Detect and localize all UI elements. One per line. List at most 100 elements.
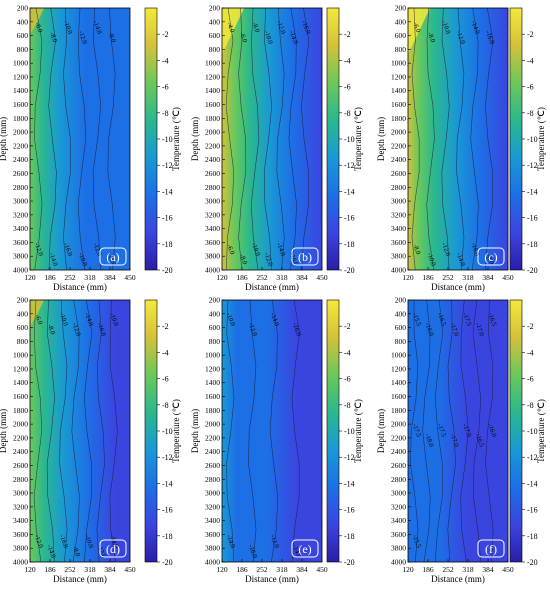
contour-label: -10.0 <box>426 252 437 267</box>
contour-line <box>447 299 456 563</box>
y-tick-label: 3200 <box>205 502 220 511</box>
x-tick-label: 252 <box>256 565 268 574</box>
colorbar-label: Temperature (℃) <box>353 399 363 463</box>
contour-line <box>107 7 116 271</box>
y-tick-label: 2600 <box>205 169 220 178</box>
y-tick-label: 1600 <box>205 100 220 109</box>
colorbar-tick-label: -2 <box>344 322 351 331</box>
contour-label: -14.0 <box>455 252 466 267</box>
colorbar-tick-label: -14 <box>162 187 173 196</box>
contour-label: -10.0 <box>77 252 88 267</box>
y-tick-label: 2000 <box>13 420 28 429</box>
panel-label: (a) <box>106 250 119 264</box>
contour-line <box>291 299 300 563</box>
y-axis-label: Depth (mm) <box>376 409 386 453</box>
colorbar-tick-label: -18 <box>344 532 355 541</box>
contour-label: -14.0 <box>269 312 280 327</box>
x-tick-label: 318 <box>276 565 288 574</box>
colorbar-label: Temperature (℃) <box>171 399 181 463</box>
temperature-field <box>30 300 130 562</box>
y-tick-label: 200 <box>17 4 29 13</box>
y-tick-label: 4000 <box>205 558 220 567</box>
y-tick-label: 200 <box>395 296 407 305</box>
y-tick-label: 2200 <box>205 433 220 442</box>
y-tick-label: 2600 <box>391 461 406 470</box>
panel: -4.0-6.0-8.0-10.0-12.0-14.0-16.0-6.0-8.0… <box>190 4 363 293</box>
contour-label: -8.0 <box>250 21 260 33</box>
colorbar-tick-label: -2 <box>162 30 169 39</box>
x-axis-label: Distance (mm) <box>53 574 107 584</box>
y-tick-label: 2000 <box>391 128 406 137</box>
y-tick-label: 1200 <box>13 364 28 373</box>
y-tick-label: 600 <box>395 323 407 332</box>
panel-label-box <box>477 539 505 558</box>
colorbar-tick-label: -10 <box>344 135 355 144</box>
colorbar-tick-label: -4 <box>344 348 351 357</box>
y-tick-label: 1000 <box>391 351 406 360</box>
y-tick-label: 2000 <box>205 128 220 137</box>
y-tick-label: 200 <box>209 4 221 13</box>
contour-label: -16.0 <box>106 252 117 267</box>
colorbar-tick-label: -6 <box>344 375 351 384</box>
colorbar-tick-label: -8 <box>344 109 351 118</box>
y-tick-label: 2000 <box>13 128 28 137</box>
contour-label: -6.0 <box>225 243 235 255</box>
colorbar-tick-label: -10 <box>162 427 173 436</box>
y-tick-label: 3600 <box>205 530 220 539</box>
contour-line <box>92 7 102 271</box>
y-tick-label: 400 <box>209 17 221 26</box>
y-tick-label: 1400 <box>13 86 28 95</box>
y-axis-label: Depth (mm) <box>190 117 200 161</box>
contour-label: -10.0 <box>263 30 274 45</box>
colorbar-tick-label: -8 <box>162 109 169 118</box>
temperature-field <box>30 8 130 270</box>
y-tick-label: 3400 <box>13 516 28 525</box>
colorbar-tick-label: -4 <box>162 348 169 357</box>
colorbar-tick-label: -10 <box>527 427 538 436</box>
y-tick-label: 3200 <box>391 210 406 219</box>
colorbar-tick-label: -20 <box>344 558 355 567</box>
y-tick-label: 2400 <box>13 155 28 164</box>
plot-frame <box>29 299 131 563</box>
colorbar-tick-label: -12 <box>162 161 173 170</box>
x-tick-label: 252 <box>442 273 454 282</box>
y-tick-label: 800 <box>209 45 221 54</box>
y-tick-label: 1400 <box>205 378 220 387</box>
y-tick-label: 3600 <box>205 238 220 247</box>
panel-label-box <box>99 247 127 266</box>
contour-label: -12.0 <box>92 242 103 257</box>
contour-line <box>226 299 235 563</box>
x-tick-label: 450 <box>316 565 328 574</box>
y-tick-label: 800 <box>17 337 29 346</box>
y-tick-label: 3000 <box>391 489 406 498</box>
y-tick-label: 3600 <box>13 530 28 539</box>
y-tick-label: 2600 <box>13 169 28 178</box>
y-tick-label: 1800 <box>13 114 28 123</box>
contour-line <box>248 299 257 563</box>
contour-label: -6.0 <box>33 313 43 325</box>
y-tick-label: 2200 <box>205 141 220 150</box>
contour-line <box>263 7 273 271</box>
contour-line <box>422 299 431 563</box>
contour-line <box>434 299 444 563</box>
x-tick-label: 384 <box>296 565 308 574</box>
y-tick-label: 1600 <box>391 392 406 401</box>
contour-label: -12.0 <box>455 30 466 45</box>
y-tick-label: 2200 <box>13 433 28 442</box>
y-tick-label: 400 <box>17 17 29 26</box>
y-tick-label: 1800 <box>391 406 406 415</box>
contour-label: -16.0 <box>484 30 495 45</box>
contour-label: -16.0 <box>486 423 497 438</box>
contour-label: -10.0 <box>225 312 236 327</box>
y-tick-label: 600 <box>395 31 407 40</box>
y-tick-label: 200 <box>209 296 221 305</box>
contour-label: -16.0 <box>247 544 258 559</box>
y-tick-label: 1400 <box>205 86 220 95</box>
panel-label: (b) <box>298 250 312 264</box>
contour-line <box>485 7 494 271</box>
contour-label: -4.0 <box>225 21 235 33</box>
y-tick-label: 3400 <box>391 516 406 525</box>
contour-label: -14.0 <box>275 242 286 257</box>
colorbar-tick-label: -6 <box>527 375 534 384</box>
